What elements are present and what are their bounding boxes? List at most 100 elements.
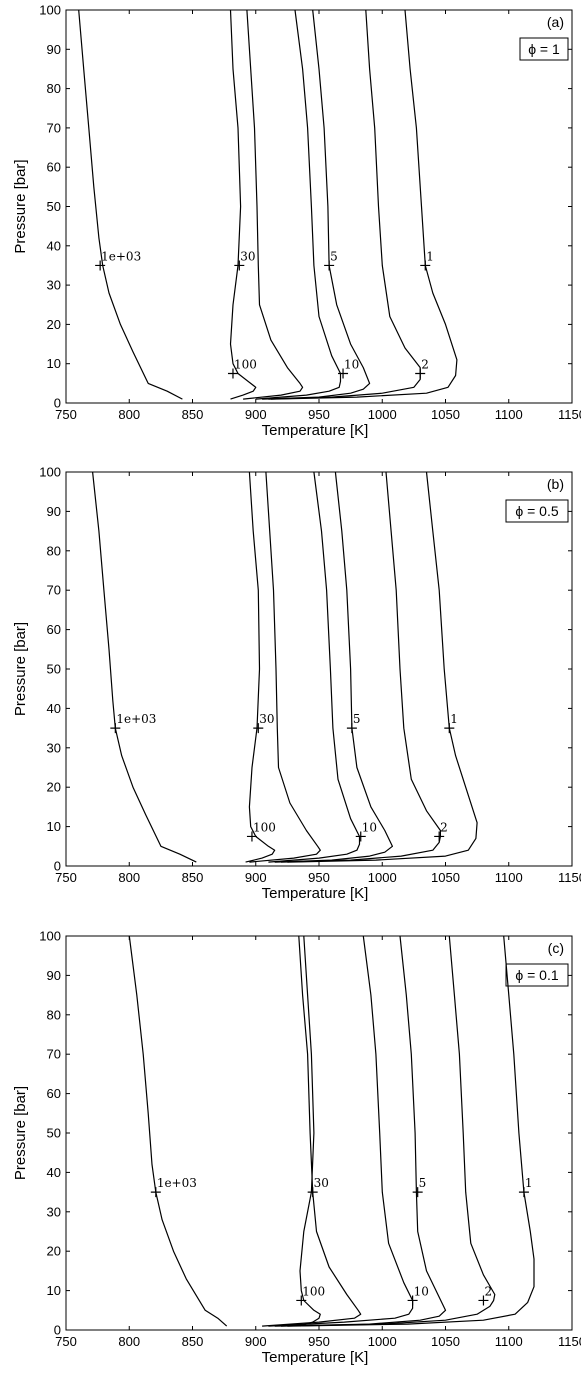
y-tick-label: 90 — [47, 504, 61, 519]
series-marker — [234, 260, 245, 271]
series-label: 1 — [426, 249, 434, 263]
y-axis-label: Pressure [bar] — [12, 1086, 29, 1180]
y-tick-label: 10 — [47, 819, 61, 834]
series-line — [280, 935, 496, 1327]
y-tick-label: 30 — [47, 740, 61, 755]
series-marker — [346, 723, 357, 734]
x-tick-label: 1100 — [495, 407, 523, 422]
series-line — [268, 9, 421, 400]
y-tick-label: 10 — [47, 1283, 61, 1298]
x-axis-label: Temperature [K] — [262, 422, 369, 439]
series-marker — [95, 260, 106, 271]
legend-box — [519, 37, 569, 61]
series-label: 30 — [314, 1176, 329, 1190]
series-marker — [355, 831, 366, 842]
x-tick-label: 900 — [245, 870, 267, 885]
y-tick-label: 0 — [54, 1323, 61, 1338]
series-label: 5 — [330, 249, 338, 263]
series-line — [92, 471, 197, 863]
x-tick-label: 1000 — [368, 870, 397, 885]
y-tick-label: 40 — [47, 238, 61, 253]
series-line — [268, 935, 414, 1327]
x-tick-label: 900 — [245, 407, 267, 422]
y-tick-label: 70 — [47, 1047, 61, 1062]
series-label: 10 — [344, 358, 359, 372]
series-marker — [307, 1187, 318, 1198]
series-label: 30 — [240, 249, 255, 263]
y-tick-label: 60 — [47, 622, 61, 637]
series-marker — [415, 368, 426, 379]
panel-1: 7508008509009501000105011001150010203040… — [12, 3, 581, 440]
series-marker — [227, 368, 238, 379]
panel-label: (a) — [547, 14, 564, 30]
series-line — [255, 9, 342, 400]
panel-3: 7508008509009501000105011001150010203040… — [12, 929, 581, 1367]
x-tick-label: 1050 — [431, 870, 460, 885]
x-tick-label: 1100 — [495, 1334, 523, 1349]
y-tick-label: 0 — [54, 859, 61, 874]
series-label: 2 — [440, 820, 448, 834]
series-line — [262, 9, 371, 400]
series-label: 1e+03 — [157, 1176, 197, 1190]
x-tick-label: 750 — [55, 407, 77, 422]
series-line — [262, 935, 362, 1327]
y-tick-label: 40 — [47, 1165, 61, 1180]
y-tick-label: 40 — [47, 701, 61, 716]
series-label: 5 — [419, 1176, 427, 1190]
panel-label: (b) — [547, 476, 564, 492]
series-marker — [324, 260, 335, 271]
series-line — [270, 9, 458, 400]
series-line — [229, 9, 257, 400]
x-tick-label: 950 — [308, 870, 330, 885]
series-label: 2 — [484, 1284, 492, 1298]
series-line — [268, 471, 361, 863]
x-tick-label: 800 — [118, 407, 140, 422]
series-marker — [518, 1187, 529, 1198]
series-label: 100 — [302, 1284, 325, 1298]
y-tick-label: 80 — [47, 81, 61, 96]
series-label: 10 — [362, 820, 377, 834]
panel-2: 7508008509009501000105011001150010203040… — [12, 465, 581, 903]
x-tick-label: 750 — [55, 1334, 77, 1349]
legend-box — [505, 499, 569, 523]
x-axis-label: Temperature [K] — [262, 885, 369, 902]
series-line — [249, 471, 321, 863]
series-label: 10 — [414, 1284, 429, 1298]
y-axis-label: Pressure [bar] — [12, 622, 29, 716]
y-tick-label: 20 — [47, 1244, 61, 1259]
x-tick-label: 1000 — [368, 1334, 397, 1349]
x-tick-label: 850 — [182, 870, 204, 885]
y-tick-label: 100 — [39, 465, 61, 480]
panel-label: (c) — [548, 940, 564, 956]
series-marker — [338, 368, 349, 379]
series-label: 5 — [353, 712, 361, 726]
series-marker — [246, 831, 257, 842]
x-tick-label: 1050 — [431, 1334, 460, 1349]
x-tick-label: 1050 — [431, 407, 460, 422]
y-tick-label: 80 — [47, 1007, 61, 1022]
series-marker — [434, 831, 445, 842]
x-tick-label: 850 — [182, 407, 204, 422]
series-label: 1 — [450, 712, 458, 726]
series-label: 1e+03 — [101, 249, 141, 263]
x-tick-label: 1100 — [495, 870, 523, 885]
x-tick-label: 750 — [55, 870, 77, 885]
x-tick-label: 1000 — [368, 407, 397, 422]
series-marker — [110, 723, 121, 734]
y-tick-label: 100 — [39, 3, 61, 18]
series-marker — [478, 1295, 489, 1306]
series-marker — [296, 1295, 307, 1306]
series-label: 100 — [234, 358, 257, 372]
y-tick-label: 50 — [47, 662, 61, 677]
x-tick-label: 800 — [118, 870, 140, 885]
x-tick-label: 900 — [245, 1334, 267, 1349]
y-tick-label: 20 — [47, 317, 61, 332]
y-tick-label: 70 — [47, 120, 61, 135]
series-marker — [444, 723, 455, 734]
series-marker — [412, 1187, 423, 1198]
legend-text: ϕ = 0.1 — [515, 967, 558, 983]
x-tick-label: 950 — [308, 1334, 330, 1349]
